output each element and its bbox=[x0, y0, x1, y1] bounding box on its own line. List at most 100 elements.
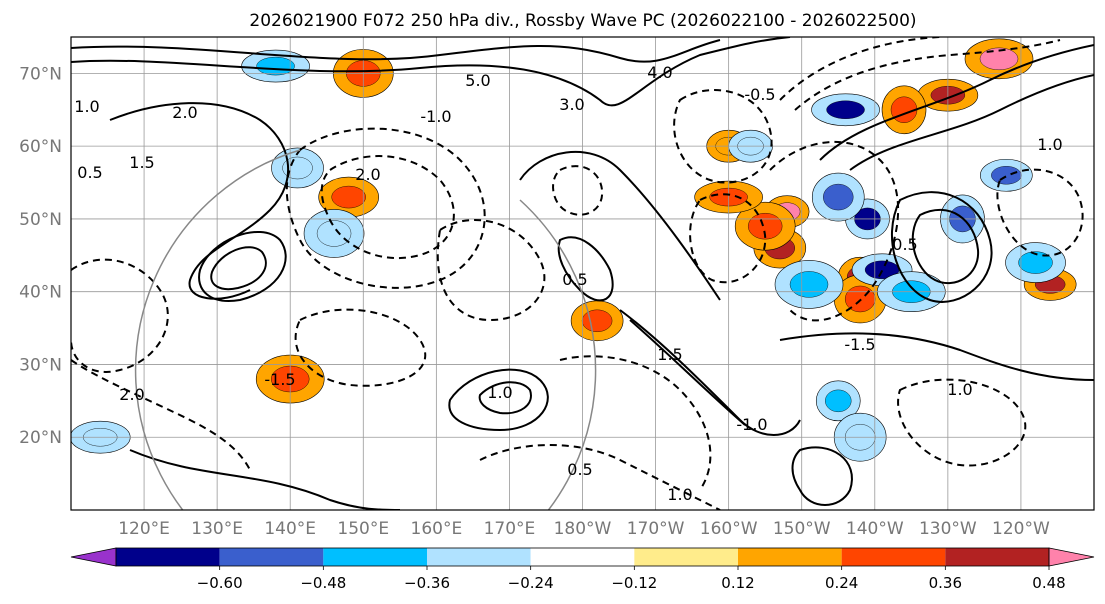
divergence-patch bbox=[979, 47, 1019, 71]
latitude-label: 70°N bbox=[19, 64, 62, 84]
longitude-label: 160°E bbox=[411, 519, 463, 539]
figure-title: 2026021900 F072 250 hPa div., Rossby Wav… bbox=[249, 11, 916, 31]
contour-solid bbox=[109, 102, 289, 300]
colorbar-tick-label: −0.12 bbox=[611, 574, 657, 592]
divergence-patch bbox=[1018, 251, 1053, 274]
divergence-patch bbox=[256, 56, 295, 76]
colorbar-tick-label: 0.12 bbox=[721, 574, 754, 592]
contour-label: 2.0 bbox=[119, 385, 144, 404]
contour-solid bbox=[129, 449, 401, 510]
contour-label: 5.0 bbox=[465, 71, 490, 90]
contour-label: 1.0 bbox=[1037, 135, 1062, 154]
longitude-label: 150°E bbox=[337, 519, 389, 539]
colorbar-segment bbox=[427, 548, 531, 566]
contour-label: 1.5 bbox=[657, 345, 682, 364]
contour-dashed bbox=[769, 140, 900, 322]
colorbar-tick-label: 0.48 bbox=[1032, 574, 1065, 592]
contour-label: -1.5 bbox=[264, 370, 295, 389]
contour-solid bbox=[71, 37, 791, 107]
divergence-patch bbox=[316, 220, 352, 247]
longitude-label: 140°E bbox=[264, 519, 316, 539]
colorbar-tick-label: 0.36 bbox=[929, 574, 962, 592]
contour-solid bbox=[849, 74, 1094, 171]
longitude-label: 130°W bbox=[919, 519, 977, 539]
longitude-label: 180°W bbox=[554, 519, 612, 539]
contour-dashed bbox=[294, 308, 427, 387]
colorbar-tick-label: 0.24 bbox=[825, 574, 858, 592]
contour-dashed bbox=[479, 444, 721, 510]
contour-solid bbox=[619, 309, 801, 436]
longitude-label: 140°W bbox=[846, 519, 904, 539]
colorbar-tick-label: −0.36 bbox=[404, 574, 450, 592]
longitude-label: 130°E bbox=[191, 519, 243, 539]
contour-solid bbox=[448, 368, 549, 432]
colorbar-extend-high bbox=[1048, 547, 1095, 567]
colorbar: −0.60 −0.48 −0.36 −0.24 −0.12 0.12 0.24 0.36 0.4… bbox=[70, 547, 1095, 592]
contour-solid bbox=[519, 150, 721, 301]
contour-solid bbox=[629, 319, 746, 426]
contour-label: 1.0 bbox=[74, 97, 99, 116]
divergence-patch bbox=[331, 185, 366, 209]
colorbar-segment bbox=[530, 548, 635, 566]
contour-label: -1.5 bbox=[844, 335, 875, 354]
colorbar-extend-low bbox=[70, 547, 117, 567]
latitude-label: 60°N bbox=[19, 137, 62, 157]
contour-dashed bbox=[436, 219, 546, 322]
colorbar-segment bbox=[116, 548, 220, 566]
contour-dashed bbox=[689, 193, 767, 284]
divergence-patch bbox=[581, 309, 613, 332]
divergence-patch bbox=[747, 212, 783, 240]
contour-label: -1.0 bbox=[420, 107, 451, 126]
contour-label: 0.5 bbox=[567, 460, 592, 479]
longitude-label: 170°W bbox=[627, 519, 685, 539]
contour-dashed bbox=[794, 39, 1061, 111]
contour-label: 0.5 bbox=[892, 235, 917, 254]
contour-label: -0.5 bbox=[744, 85, 775, 104]
divergence-patch bbox=[789, 271, 829, 298]
contour-label: 1.0 bbox=[667, 485, 692, 504]
contour-label: 3.0 bbox=[559, 95, 584, 114]
contour-dashed bbox=[779, 37, 941, 101]
contour-label: 2.0 bbox=[172, 103, 197, 122]
contour-label: 1.0 bbox=[947, 380, 972, 399]
contour-solid bbox=[911, 209, 980, 285]
rossby-wave-contours bbox=[71, 37, 1094, 510]
colorbar-tick-label: −0.60 bbox=[197, 574, 243, 592]
colorbar-segment bbox=[841, 548, 946, 566]
longitude-label: 170°E bbox=[484, 519, 536, 539]
latitude-label: 30°N bbox=[19, 355, 62, 375]
divergence-patch bbox=[823, 183, 854, 211]
latitude-axis: 70°N 60°N 50°N 40°N 30°N 20°N bbox=[19, 64, 62, 448]
longitude-axis: 120°E 130°E 140°E 150°E 160°E 170°E 180°W 170°W… bbox=[118, 519, 1050, 539]
colorbar-segment bbox=[219, 548, 324, 566]
longitude-label: 120°E bbox=[118, 519, 170, 539]
contour-label: 4.0 bbox=[647, 63, 672, 82]
graticule bbox=[71, 37, 1094, 510]
divergence-patch bbox=[826, 100, 865, 119]
contour-label: -1.0 bbox=[736, 415, 767, 434]
contour-solid bbox=[478, 381, 532, 415]
map-panel: 1.0 2.0 0.5 1.5 2.0 5.0 3.0 4.0 -0.5 -1.0 -1.5 2.0 1… bbox=[70, 36, 1095, 511]
latitude-label: 50°N bbox=[19, 210, 62, 230]
colorbar-tick-label: −0.24 bbox=[508, 574, 554, 592]
contour-dashed bbox=[897, 378, 1027, 467]
contour-dashed bbox=[320, 155, 455, 260]
projection-circle bbox=[134, 149, 597, 510]
rossby-wave-contours-negative bbox=[71, 37, 1084, 510]
contour-dashed bbox=[673, 89, 773, 184]
contour-label: 0.5 bbox=[562, 270, 587, 289]
contour-solid bbox=[71, 39, 721, 63]
colorbar-segment bbox=[738, 548, 842, 566]
contour-label: 1.0 bbox=[487, 383, 512, 402]
longitude-label: 120°W bbox=[992, 519, 1050, 539]
contour-solid bbox=[557, 236, 614, 302]
contour-solid bbox=[791, 446, 853, 506]
longitude-label: 150°W bbox=[773, 519, 831, 539]
contour-dashed bbox=[996, 168, 1084, 257]
latitude-label: 40°N bbox=[19, 283, 62, 303]
contour-dashed bbox=[71, 258, 169, 373]
map-frame bbox=[70, 36, 1095, 511]
colorbar-segment bbox=[323, 548, 427, 566]
longitude-label: 160°W bbox=[700, 519, 758, 539]
